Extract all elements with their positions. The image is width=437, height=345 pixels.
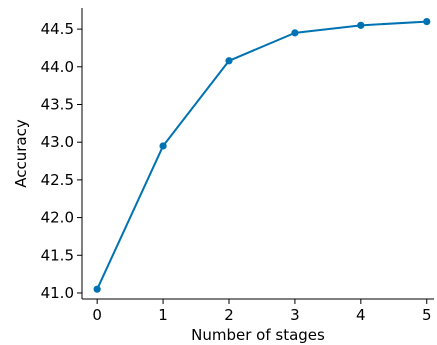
x-tick-label: 0 [92,306,102,324]
x-tick-label: 5 [422,306,432,324]
data-point-marker [291,29,299,37]
data-point-marker [93,285,101,293]
data-point-marker [159,142,167,150]
data-point-marker [357,21,365,29]
series-group [93,17,431,293]
y-axis-title: Accuracy [12,119,30,188]
y-tick-label: 43.0 [41,133,74,151]
y-tick-label: 41.0 [41,284,74,302]
x-tick-label: 2 [224,306,234,324]
x-tick-group: 0 1 2 3 4 5 [92,299,432,324]
x-tick-label: 1 [158,306,168,324]
data-point-marker [225,57,233,65]
x-tick-label: 3 [290,306,300,324]
x-axis-title: Number of stages [191,326,325,344]
series-line [96,20,427,290]
y-tick-group: 41.0 41.5 42.0 42.5 43.0 43.5 44.0 44.5 [41,20,82,302]
y-tick-label: 42.0 [41,209,74,227]
y-tick-label: 44.0 [41,58,74,76]
data-point-marker [423,17,431,26]
y-tick-label: 42.5 [41,171,74,189]
x-tick-label: 4 [356,306,366,324]
y-tick-label: 43.5 [41,95,74,113]
y-tick-label: 41.5 [41,246,74,264]
y-tick-label: 44.5 [41,20,74,38]
